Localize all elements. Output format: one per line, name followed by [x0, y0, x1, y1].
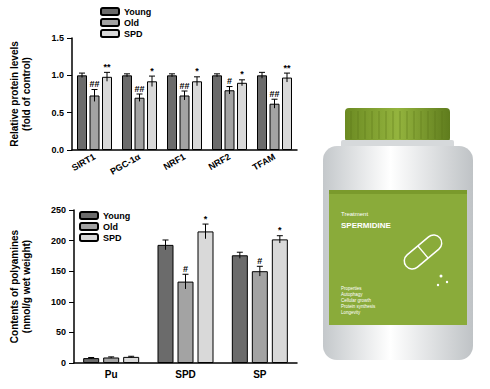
svg-text:TFAM: TFAM [251, 152, 277, 173]
svg-text:250: 250 [51, 205, 66, 215]
svg-text:**: ** [103, 62, 111, 72]
svg-text:##: ## [269, 89, 279, 99]
svg-text:SPD: SPD [124, 29, 143, 39]
svg-text:50: 50 [56, 327, 66, 337]
svg-text:SPD: SPD [103, 233, 122, 243]
svg-text:SIRT1: SIRT1 [70, 152, 97, 173]
svg-text:NRF1: NRF1 [162, 152, 187, 172]
svg-text:0.5: 0.5 [51, 108, 64, 118]
svg-text:SP: SP [253, 369, 267, 380]
svg-text:SPERMIDINE: SPERMIDINE [341, 221, 391, 230]
svg-text:##: ## [89, 79, 99, 89]
svg-text:150: 150 [51, 266, 66, 276]
svg-text:Young: Young [124, 7, 151, 17]
svg-text:Longevity: Longevity [341, 310, 361, 315]
svg-text:(nmol/g wet weight): (nmol/g wet weight) [21, 240, 32, 333]
svg-text:Cellular growth: Cellular growth [341, 298, 372, 303]
svg-text:Contents of polyamines: Contents of polyamines [9, 229, 20, 343]
svg-text:*: * [150, 66, 154, 76]
svg-text:Autophagy: Autophagy [341, 292, 363, 297]
svg-text:*: * [240, 69, 244, 79]
svg-text:(fold of control): (fold of control) [21, 57, 32, 131]
svg-text:Old: Old [103, 222, 118, 232]
svg-text:1.0: 1.0 [51, 70, 64, 80]
svg-text:SPD: SPD [175, 369, 196, 380]
svg-text:1.5: 1.5 [51, 33, 64, 43]
svg-text:Pu: Pu [105, 369, 118, 380]
svg-text:*: * [195, 66, 199, 76]
svg-text:Relative protein levels: Relative protein levels [9, 41, 20, 147]
svg-text:NRF2: NRF2 [207, 152, 232, 172]
svg-text:**: ** [283, 63, 291, 73]
svg-text:*: * [204, 214, 208, 224]
svg-text:100: 100 [51, 297, 66, 307]
svg-text:##: ## [179, 81, 189, 91]
svg-text:##: ## [134, 84, 144, 94]
svg-text:Young: Young [103, 211, 130, 221]
svg-text:#: # [227, 76, 232, 86]
svg-text:0: 0 [61, 358, 66, 368]
svg-text:0.0: 0.0 [51, 145, 64, 155]
svg-text:Treatment: Treatment [341, 211, 368, 217]
svg-text:Old: Old [124, 18, 139, 28]
svg-text:200: 200 [51, 236, 66, 246]
svg-text:Properties: Properties [341, 286, 362, 291]
svg-text:*: * [278, 225, 282, 235]
svg-text:#: # [183, 264, 188, 274]
svg-text:Protein synthesis: Protein synthesis [341, 304, 376, 309]
svg-text:#: # [257, 256, 262, 266]
svg-text:PGC-1α: PGC-1α [108, 151, 142, 176]
